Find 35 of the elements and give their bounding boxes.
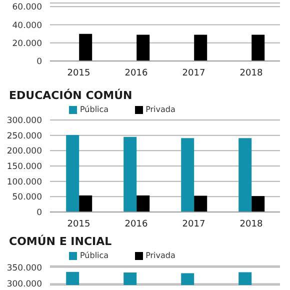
y-tick-label: 0 bbox=[36, 57, 42, 68]
legend-label: Pública bbox=[80, 105, 109, 114]
bar bbox=[252, 196, 265, 212]
x-tick-label: 2016 bbox=[124, 68, 148, 78]
bar bbox=[181, 138, 194, 212]
bar bbox=[194, 196, 208, 212]
y-tick-label: 20.000 bbox=[12, 38, 42, 49]
chart-title: EDUCACIÓN COMÚN bbox=[8, 88, 134, 103]
y-tick-label: 0 bbox=[36, 208, 42, 218]
chart-title: COMÚN E INCIAL bbox=[8, 234, 113, 249]
bar bbox=[79, 195, 92, 212]
x-tick-label: 2017 bbox=[182, 68, 206, 78]
legend-label: Pública bbox=[80, 251, 109, 260]
y-tick-label: 100.000 bbox=[6, 177, 42, 188]
bar bbox=[66, 135, 80, 212]
y-tick-label: 150.000 bbox=[6, 162, 42, 172]
y-tick-label: 50.000 bbox=[12, 192, 42, 203]
y-tick-label: 40.000 bbox=[12, 20, 42, 31]
y-tick-label: 300.000 bbox=[6, 116, 42, 126]
legend-label: Privada bbox=[146, 105, 176, 114]
bar bbox=[124, 136, 137, 212]
y-tick-label: 250.000 bbox=[6, 131, 42, 142]
x-tick-label: 2017 bbox=[182, 219, 206, 230]
y-tick-label: 300.000 bbox=[6, 280, 42, 290]
legend-label: Privada bbox=[146, 251, 176, 260]
y-tick-label: 60.000 bbox=[12, 2, 42, 13]
x-tick-label: 2018 bbox=[240, 68, 263, 78]
bar bbox=[136, 195, 150, 212]
bar bbox=[238, 138, 252, 212]
y-tick-label: 200.000 bbox=[6, 146, 42, 157]
y-tick-label: 350.000 bbox=[6, 263, 42, 274]
x-tick-label: 2015 bbox=[67, 219, 90, 230]
x-tick-label: 2015 bbox=[67, 68, 90, 78]
x-tick-label: 2016 bbox=[124, 219, 148, 230]
x-tick-label: 2018 bbox=[240, 219, 263, 230]
